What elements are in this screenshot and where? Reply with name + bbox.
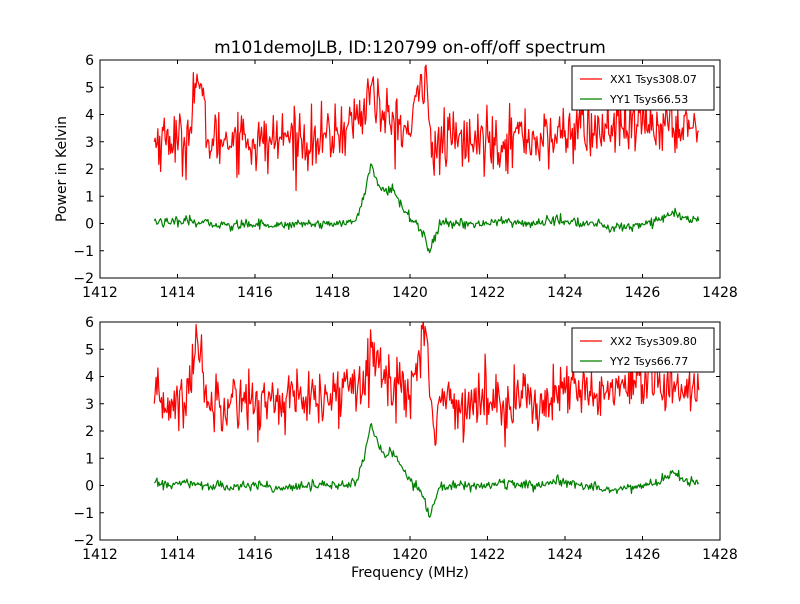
top-y-tick-label: 4 — [85, 108, 94, 124]
bottom-series-xx-line — [153, 322, 700, 448]
top-spectrum-panel: 1412 1414 1416 1418 1420 1422 1424 1426 1428−2−1… — [73, 53, 737, 301]
bottom-legend-entry: XX2 Tsys309.80 — [610, 335, 697, 348]
bottom-y-tick-label: 0 — [85, 479, 94, 495]
bottom-y-tick-label: −2 — [73, 533, 94, 549]
top-y-tick-label: 2 — [85, 162, 94, 178]
bottom-series-yy-line — [153, 423, 700, 518]
top-legend-entry: XX1 Tsys308.07 — [610, 73, 697, 86]
top-y-tick-label: 5 — [85, 80, 94, 96]
top-y-tick-label: 1 — [85, 189, 94, 205]
x-axis-label: Frequency (MHz) — [351, 565, 469, 581]
bottom-y-tick-label: 6 — [85, 315, 94, 331]
top-y-tick-label: 6 — [85, 53, 94, 69]
top-y-tick-label: 0 — [85, 217, 94, 233]
figure-title: m101demoJLB, ID:120799 on-off/off spectr… — [214, 38, 606, 58]
top-x-tick-label: 1424 — [547, 285, 583, 301]
bottom-x-tick-label: 1424 — [547, 547, 583, 563]
top-x-tick-label: 1428 — [702, 285, 738, 301]
top-x-tick-label: 1418 — [315, 285, 351, 301]
bottom-x-tick-label: 1422 — [470, 547, 506, 563]
bottom-y-tick-label: 1 — [85, 451, 94, 467]
bottom-x-tick-label: 1418 — [315, 547, 351, 563]
bottom-spectrum-panel: 1412 1414 1416 1418 1420 1422 1424 1426 1428−2−1… — [73, 315, 737, 563]
bottom-x-tick-label: 1426 — [625, 547, 661, 563]
top-y-tick-label: −1 — [73, 244, 94, 260]
top-x-tick-label: 1422 — [470, 285, 506, 301]
top-y-tick-label: 3 — [85, 135, 94, 151]
top-x-tick-label: 1412 — [82, 285, 118, 301]
top-y-tick-label: −2 — [73, 271, 94, 287]
bottom-legend: XX2 Tsys309.80 YY2 Tsys66.77 — [571, 327, 715, 373]
bottom-x-tick-label: 1414 — [160, 547, 196, 563]
top-legend-box — [571, 65, 715, 111]
bottom-y-tick-label: 5 — [85, 342, 94, 358]
top-legend-entry: YY1 Tsys66.53 — [609, 93, 688, 106]
bottom-y-tick-label: 4 — [85, 370, 94, 386]
top-x-tick-label: 1414 — [160, 285, 196, 301]
bottom-y-tick-label: 2 — [85, 424, 94, 440]
top-series-yy-line — [153, 163, 700, 254]
top-x-tick-label: 1420 — [392, 285, 428, 301]
top-legend: XX1 Tsys308.07 YY1 Tsys66.53 — [571, 65, 715, 111]
bottom-x-tick-label: 1428 — [702, 547, 738, 563]
bottom-legend-entry: YY2 Tsys66.77 — [609, 355, 688, 368]
top-x-tick-label: 1426 — [625, 285, 661, 301]
bottom-x-tick-label: 1412 — [82, 547, 118, 563]
bottom-x-tick-label: 1416 — [237, 547, 273, 563]
y-axis-label: Power in Kelvin — [54, 116, 70, 222]
bottom-legend-box — [571, 327, 715, 373]
bottom-y-tick-label: −1 — [73, 506, 94, 522]
bottom-x-tick-label: 1420 — [392, 547, 428, 563]
top-x-tick-label: 1416 — [237, 285, 273, 301]
bottom-y-tick-label: 3 — [85, 397, 94, 413]
